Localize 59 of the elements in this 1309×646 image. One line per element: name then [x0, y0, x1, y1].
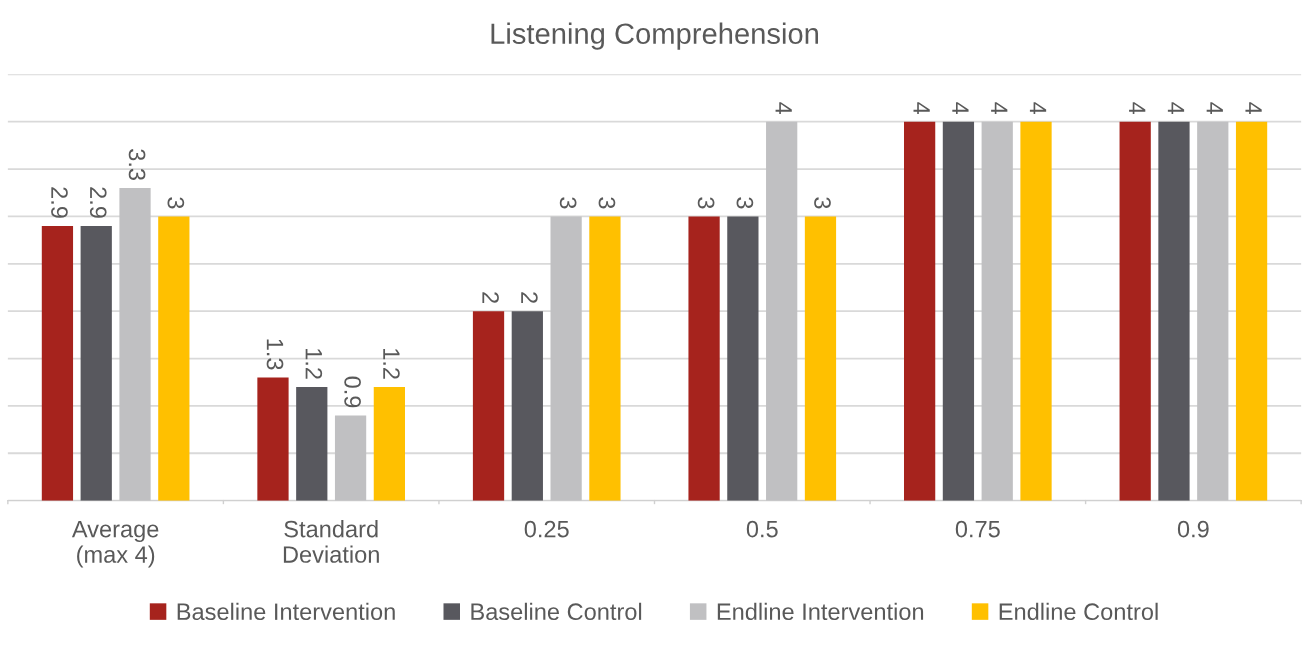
data-label: 3 [167, 197, 185, 209]
bar [80, 225, 112, 501]
bar [472, 311, 505, 501]
bar [296, 386, 328, 501]
data-label: 2 [482, 292, 499, 304]
bar [804, 216, 837, 501]
bar [334, 415, 367, 501]
bar [1020, 121, 1052, 501]
data-label: 4 [1129, 102, 1146, 115]
bar [904, 121, 936, 501]
bar [550, 216, 582, 501]
bar [158, 216, 190, 501]
data-label: 4 [775, 102, 792, 115]
data-label: 4 [1206, 102, 1223, 115]
data-label: 4 [991, 102, 1008, 115]
legend-label: Endline Control [999, 602, 1158, 621]
bar [727, 216, 759, 501]
bar [942, 121, 975, 501]
bar [257, 377, 289, 501]
x-tick-label: Average (max 4) [71, 520, 159, 568]
data-label: 3.3 [128, 149, 146, 181]
bar [1158, 121, 1190, 501]
bar [1197, 121, 1229, 501]
data-label: 2.9 [51, 187, 68, 218]
x-tick-label: 0.75 [955, 520, 1000, 538]
bar [1235, 121, 1268, 501]
data-label: 3 [736, 197, 754, 209]
legend-label: Baseline Intervention [177, 602, 395, 621]
data-label: 1.2 [305, 348, 323, 379]
legend-label: Endline Intervention [717, 602, 924, 621]
bar [373, 386, 405, 501]
data-label: 2.9 [89, 187, 107, 218]
legend-label: Baseline Control [471, 602, 642, 621]
data-label: 3 [598, 197, 616, 209]
bar [41, 225, 74, 501]
data-label: 4 [1029, 102, 1047, 115]
bar [1119, 121, 1151, 501]
data-label: 1.3 [266, 339, 284, 370]
bar [766, 121, 798, 501]
data-label: 4 [1245, 102, 1262, 115]
data-label: 3 [814, 197, 831, 209]
x-tick-label: Standard Deviation [283, 520, 379, 563]
bar [981, 121, 1013, 501]
x-tick-label: 0.9 [1177, 520, 1209, 538]
data-label: 3 [697, 197, 715, 209]
data-label: 3 [559, 197, 577, 209]
data-label: 0.9 [344, 376, 361, 408]
bar [511, 311, 543, 501]
x-tick-label: 0.25 [524, 520, 569, 538]
data-label: 4 [913, 102, 930, 115]
data-label: 1.2 [383, 348, 400, 379]
bar [119, 187, 151, 501]
bar [688, 216, 720, 501]
x-tick-label: 0.5 [746, 520, 778, 538]
bar [589, 216, 621, 501]
chart-title: Listening Comprehension [491, 22, 818, 50]
data-label: 4 [952, 102, 969, 115]
data-label: 2 [521, 292, 538, 304]
data-label: 4 [1167, 102, 1185, 115]
